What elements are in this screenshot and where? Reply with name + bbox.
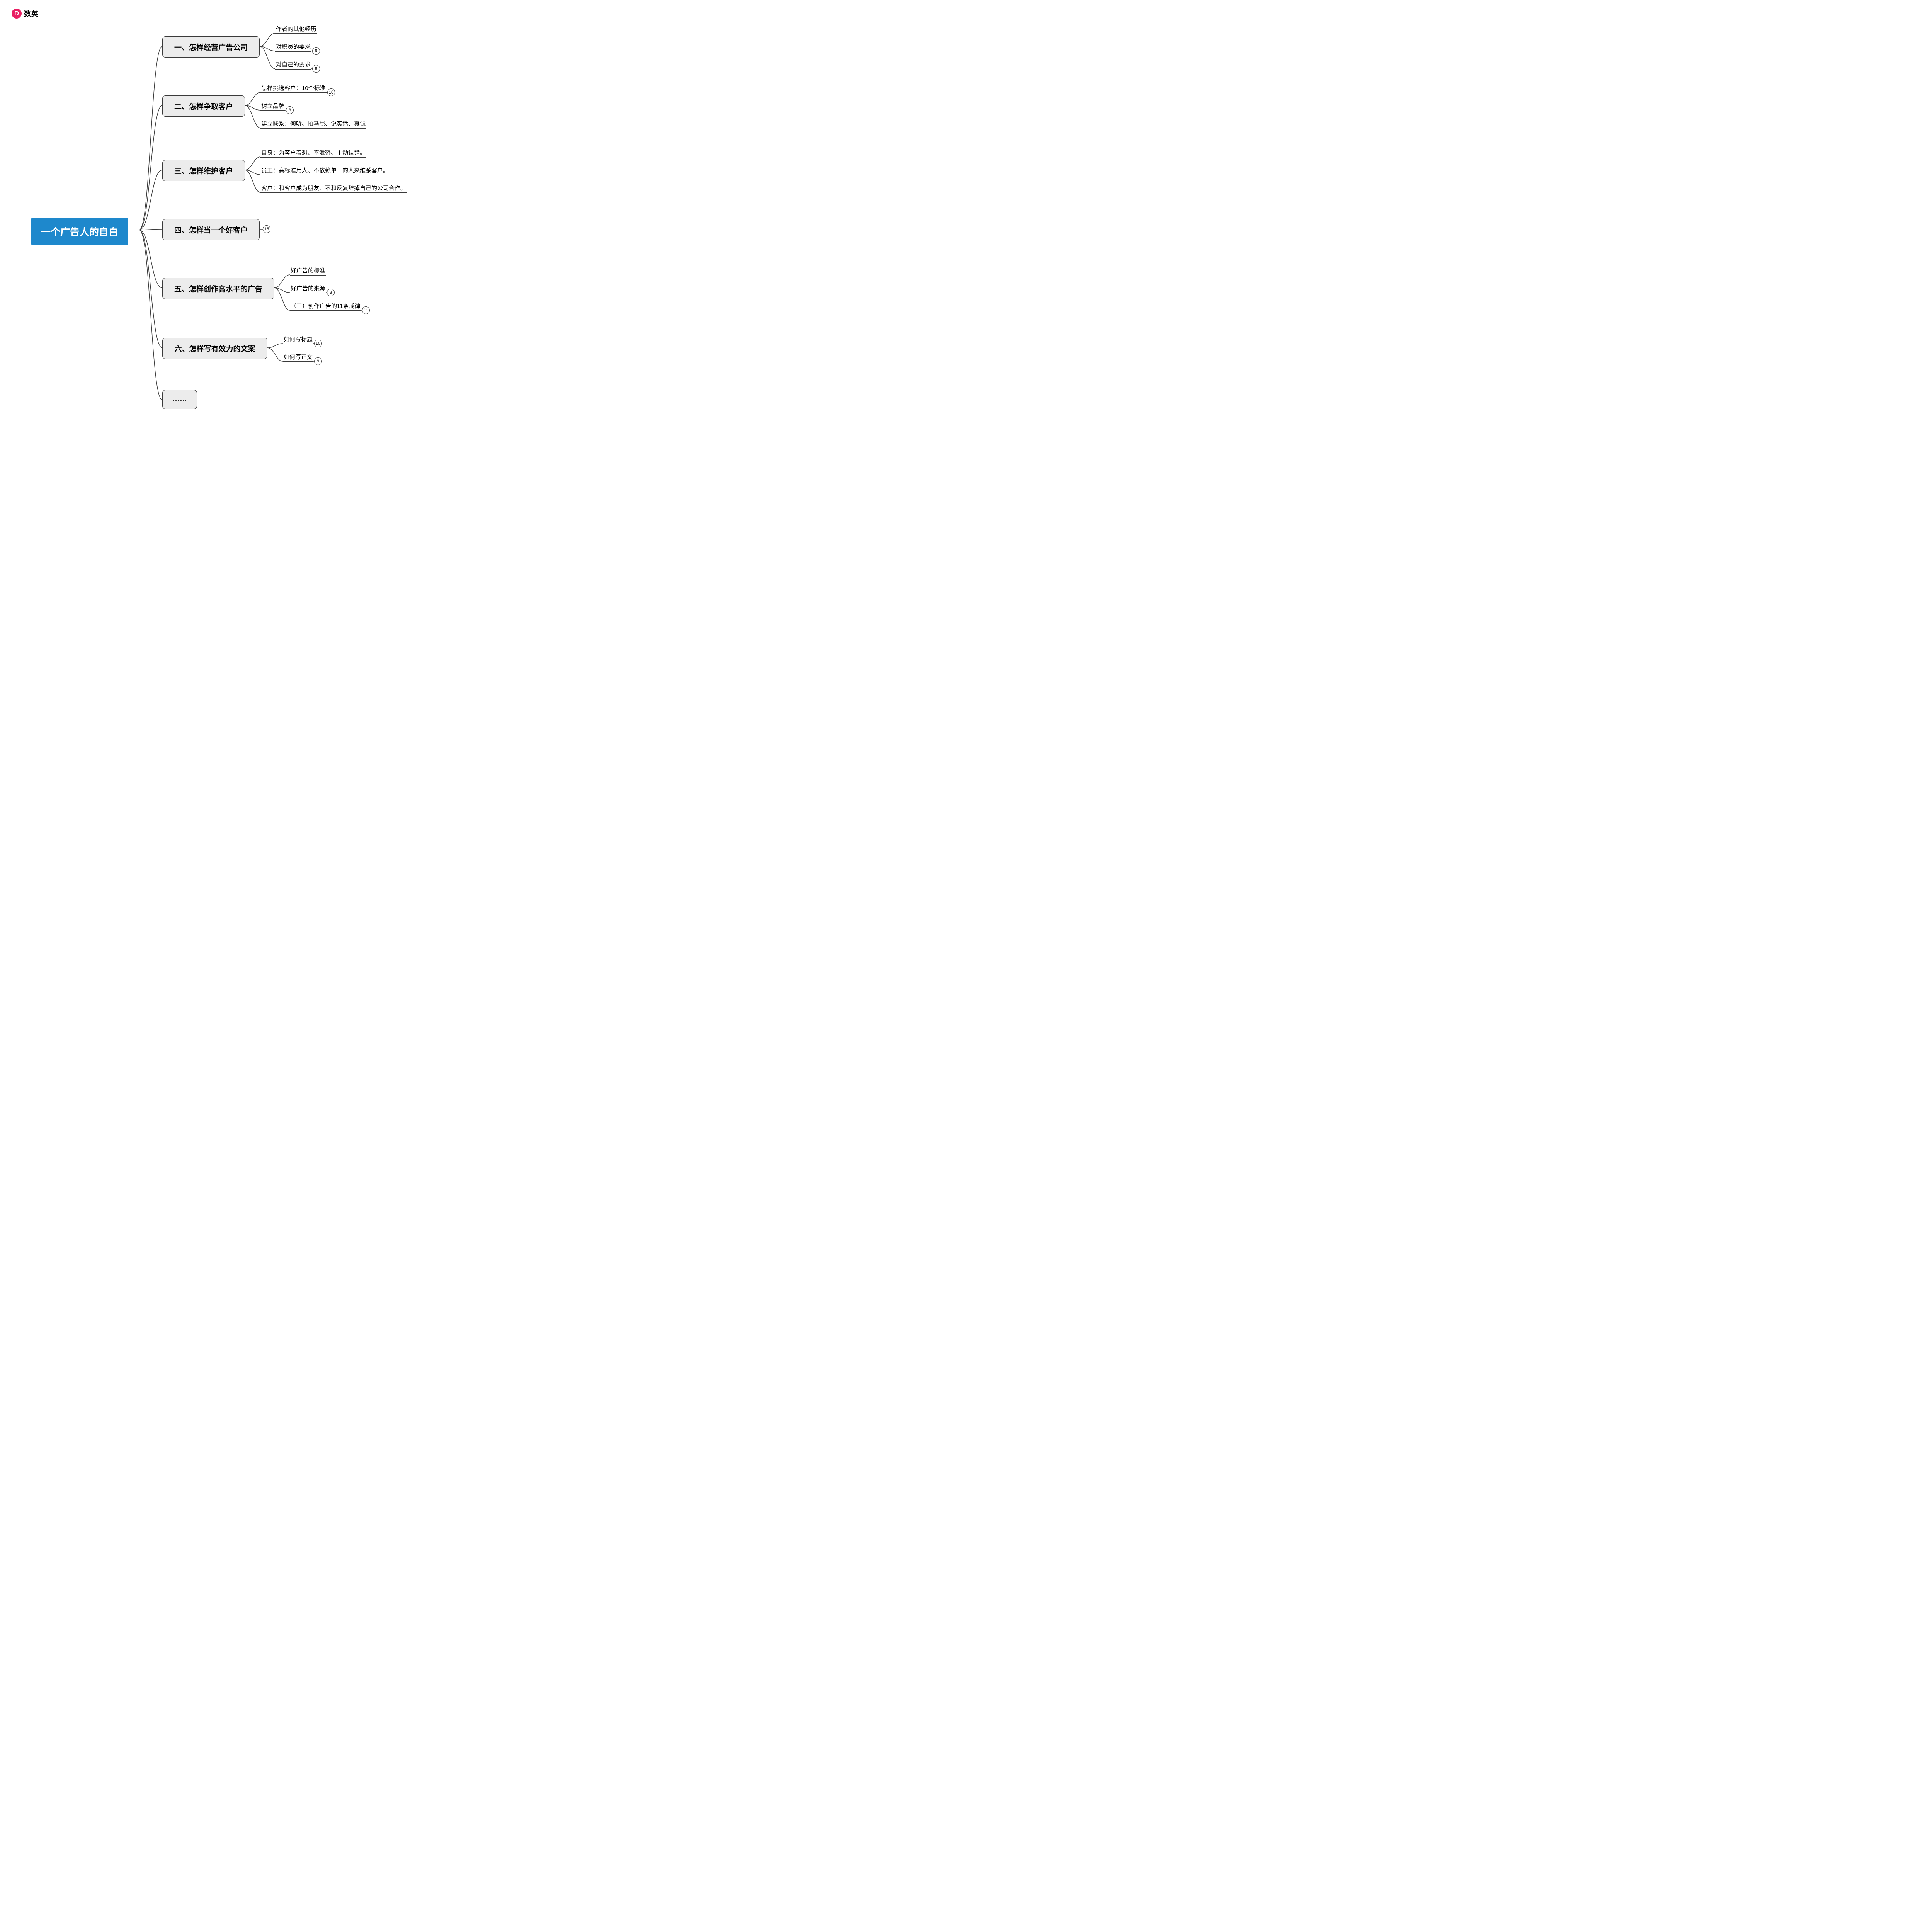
leaf-node[interactable]: 如何写标题 xyxy=(283,333,313,345)
count-badge: 11 xyxy=(362,306,370,314)
count-badge: 10 xyxy=(327,88,335,96)
mindmap-canvas: 一个广告人的自白一、怎样经营广告公司作者的其他经历对职员的要求9对自己的要求8二… xyxy=(0,0,502,454)
branch-node[interactable]: 三、怎样维护客户 xyxy=(162,160,245,181)
leaf-node[interactable]: （三）创作广告的11条戒律 xyxy=(290,300,361,311)
leaf-underline xyxy=(275,33,317,34)
leaf-node[interactable]: 自身：为客户着想、不泄密、主动认错。 xyxy=(260,147,366,158)
branch-node[interactable]: 四、怎样当一个好客户 xyxy=(162,219,260,240)
leaf-underline xyxy=(260,192,407,193)
leaf-underline xyxy=(260,92,327,93)
root-node[interactable]: 一个广告人的自白 xyxy=(31,218,128,245)
leaf-underline xyxy=(283,361,313,362)
count-badge: 3 xyxy=(327,289,335,296)
leaf-underline xyxy=(290,310,361,311)
count-badge: 9 xyxy=(312,47,320,55)
leaf-node[interactable]: 对职员的要求 xyxy=(275,41,311,52)
branch-node[interactable]: 六、怎样写有效力的文案 xyxy=(162,338,267,359)
count-badge: 10 xyxy=(314,340,322,347)
leaf-node[interactable]: 好广告的标准 xyxy=(290,265,326,276)
branch-node[interactable]: …… xyxy=(162,390,197,409)
count-badge: 8 xyxy=(312,65,320,73)
branch-node[interactable]: 一、怎样经营广告公司 xyxy=(162,36,260,58)
count-badge: 9 xyxy=(314,357,322,365)
leaf-underline xyxy=(275,69,311,70)
leaf-node[interactable]: 员工：高标准用人、不依赖单一的人来维系客户。 xyxy=(260,165,389,176)
leaf-node[interactable]: 作者的其他经历 xyxy=(275,23,317,34)
branch-node[interactable]: 五、怎样创作高水平的广告 xyxy=(162,278,274,299)
count-badge: 15 xyxy=(263,225,270,233)
leaf-node[interactable]: 客户：和客户成为朋友、不和反复辞掉自己的公司合作。 xyxy=(260,182,407,194)
leaf-node[interactable]: 怎样挑选客户：10个标准 xyxy=(260,82,327,94)
leaf-node[interactable]: 建立联系：倾听、拍马屁、说实话、真诚 xyxy=(260,118,366,129)
leaf-node[interactable]: 好广告的来源 xyxy=(290,282,326,294)
leaf-underline xyxy=(260,110,285,111)
leaf-underline xyxy=(290,275,326,276)
leaf-underline xyxy=(260,128,366,129)
leaf-node[interactable]: 树立品牌 xyxy=(260,100,285,111)
leaf-underline xyxy=(260,157,366,158)
leaf-node[interactable]: 对自己的要求 xyxy=(275,59,311,70)
leaf-node[interactable]: 如何写正文 xyxy=(283,351,313,362)
leaf-underline xyxy=(275,51,311,52)
count-badge: 3 xyxy=(286,106,294,114)
branch-node[interactable]: 二、怎样争取客户 xyxy=(162,95,245,117)
